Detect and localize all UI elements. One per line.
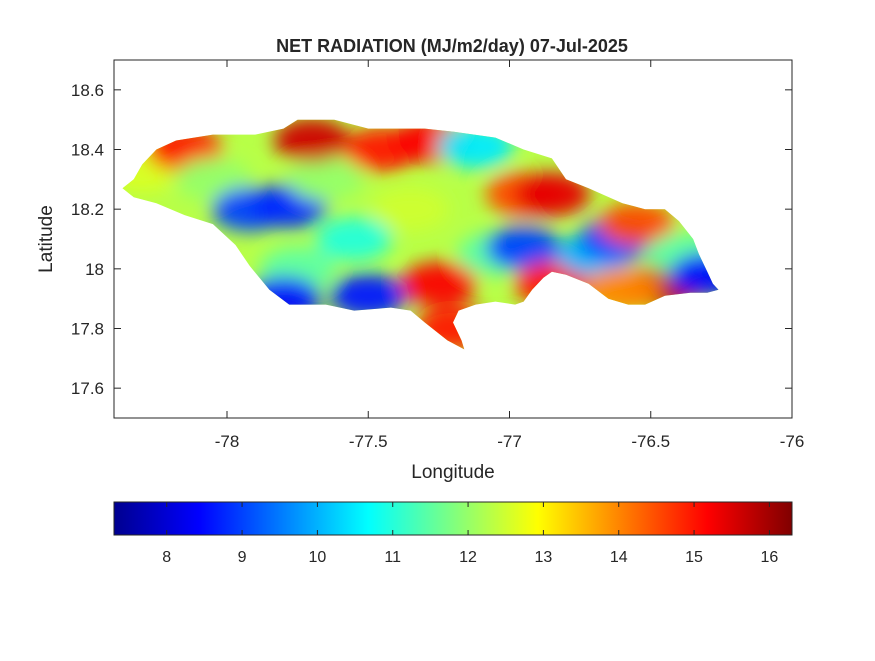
colorbar-tick-label: 16	[761, 549, 779, 566]
colorbar-tick-label: 8	[162, 549, 171, 566]
x-tick-label: -77	[497, 432, 522, 451]
heat-blob	[273, 119, 350, 163]
heat-blob	[485, 225, 562, 270]
y-tick-label: 17.8	[71, 320, 104, 339]
heat-blob	[598, 202, 675, 247]
y-axis-label: Latitude	[36, 205, 57, 273]
y-tick-label: 18.4	[71, 141, 104, 160]
x-axis-label: Longitude	[411, 462, 494, 483]
colorbar-tick-label: 10	[309, 549, 327, 566]
colorbar-tick-label: 13	[535, 549, 553, 566]
colorbar-ticks: 8 9 10 11 12 13 14 15 16	[162, 502, 778, 566]
heat-blob	[513, 172, 590, 217]
y-tick-label: 17.6	[71, 379, 104, 398]
heat-blob	[400, 261, 477, 306]
y-axis: 17.6 17.8 18 18.2 18.4 18.6	[71, 81, 792, 398]
y-tick-label: 18.2	[71, 200, 104, 219]
x-tick-label: -76.5	[631, 432, 670, 451]
heat-blob	[316, 217, 393, 261]
x-axis: -78 -77.5 -77 -76.5 -76	[215, 60, 805, 451]
colorbar-tick-label: 14	[610, 549, 628, 566]
y-tick-label: 18	[85, 260, 104, 279]
colorbar-tick-label: 12	[459, 549, 477, 566]
chart-title: NET RADIATION (MJ/m2/day) 07-Jul-2025	[276, 36, 628, 56]
y-tick-label: 18.6	[71, 81, 104, 100]
heat-blob	[372, 187, 449, 232]
heat-blob	[330, 273, 407, 318]
colorbar-tick-label: 11	[384, 549, 401, 566]
x-tick-label: -78	[215, 432, 240, 451]
heat-blob	[287, 157, 364, 202]
x-tick-label: -77.5	[349, 432, 388, 451]
colorbar	[113, 501, 793, 536]
heat-blob	[669, 252, 719, 297]
colorbar-tick-label: 9	[238, 549, 247, 566]
colorbar-tick-label: 15	[685, 549, 703, 566]
x-tick-label: -76	[780, 432, 805, 451]
